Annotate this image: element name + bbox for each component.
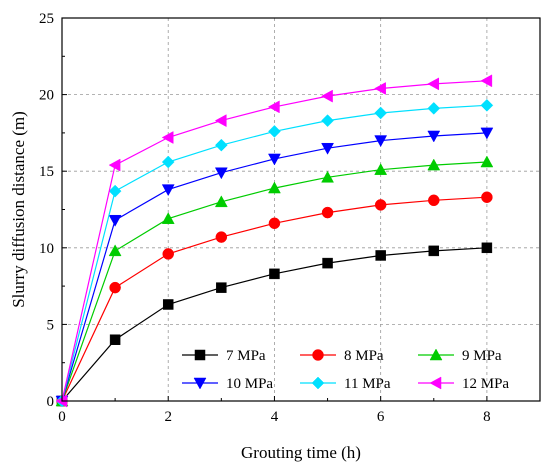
legend-marker	[193, 377, 207, 390]
x-axis-title: Grouting time (h)	[241, 443, 361, 462]
data-point	[480, 74, 493, 88]
x-tick-label: 2	[164, 409, 172, 425]
y-tick-label: 0	[47, 394, 55, 410]
x-tick-label: 6	[377, 409, 385, 425]
data-point	[214, 195, 228, 208]
data-point	[108, 244, 122, 257]
data-point	[268, 153, 281, 166]
y-tick-label: 25	[39, 11, 54, 27]
legend-item: 11 MPa	[300, 376, 391, 392]
data-point	[108, 214, 122, 227]
y-tick-label: 15	[39, 164, 54, 180]
data-point	[374, 82, 386, 95]
data-point	[481, 191, 493, 203]
data-point	[321, 89, 333, 103]
data-point	[374, 106, 388, 120]
data-point	[374, 199, 387, 211]
data-point	[374, 163, 388, 175]
data-point	[214, 167, 228, 180]
legend-marker	[429, 376, 442, 390]
x-tick-label: 4	[271, 409, 279, 425]
legend-marker	[311, 376, 325, 390]
data-point	[162, 248, 174, 260]
data-point	[109, 334, 121, 345]
legend-label: 11 MPa	[344, 376, 391, 392]
data-point	[269, 268, 280, 280]
data-point	[161, 212, 175, 224]
legend-item: 9 MPa	[418, 348, 502, 364]
legend-marker	[429, 348, 443, 361]
data-point	[321, 170, 334, 183]
legend-item: 8 MPa	[300, 348, 384, 364]
data-point	[428, 245, 440, 257]
series-12-mpa	[55, 74, 493, 408]
data-point	[427, 77, 440, 91]
data-point	[108, 158, 121, 172]
data-point	[374, 135, 388, 148]
data-point	[162, 299, 174, 310]
data-point	[321, 114, 334, 127]
legend-item: 12 MPa	[418, 376, 509, 392]
data-point	[161, 184, 175, 197]
axis-ticks: 0 2 4 6 8 0 5 10 15 20 25	[39, 11, 491, 425]
legend-marker	[312, 349, 324, 361]
data-point	[427, 102, 441, 115]
y-axis-title: Slurry diffusion distance (m)	[9, 111, 28, 308]
data-point	[480, 127, 494, 140]
data-point	[108, 184, 122, 198]
legend-label: 8 MPa	[344, 348, 384, 364]
data-point	[268, 125, 281, 138]
data-point	[480, 98, 494, 112]
y-tick-label: 5	[47, 317, 55, 333]
data-point	[481, 242, 493, 254]
data-point	[267, 100, 280, 114]
x-tick-label: 8	[483, 409, 491, 425]
legend-label: 10 MPa	[226, 376, 273, 392]
data-point	[214, 138, 228, 152]
legend-marker	[194, 349, 206, 361]
legend-label: 12 MPa	[462, 376, 509, 392]
data-point	[427, 158, 441, 171]
data-point	[321, 206, 334, 219]
data-point	[161, 131, 174, 144]
data-point	[428, 194, 440, 207]
x-tick-label: 0	[58, 409, 66, 425]
data-point	[268, 181, 281, 194]
data-point	[109, 281, 121, 294]
legend-item: 7 MPa	[182, 348, 266, 364]
grid-lines	[62, 18, 540, 401]
data-point	[322, 257, 333, 269]
data-point	[268, 217, 281, 230]
y-tick-label: 10	[39, 241, 54, 257]
series-11-mpa	[55, 98, 494, 408]
legend-label: 7 MPa	[226, 348, 266, 364]
data-point	[161, 155, 175, 169]
y-tick-label: 20	[39, 88, 54, 104]
data-point	[427, 130, 441, 143]
legend-item: 10 MPa	[182, 376, 273, 392]
data-point	[480, 155, 494, 168]
legend-label: 9 MPa	[462, 348, 502, 364]
data-point	[216, 282, 227, 293]
data-point	[214, 114, 227, 128]
legend: 7 MPa 8 MPa 9 MPa 10 MPa 11 MPa 12 MPa	[182, 348, 509, 392]
data-point	[321, 142, 334, 155]
data-point	[215, 231, 228, 243]
data-point	[375, 250, 386, 261]
